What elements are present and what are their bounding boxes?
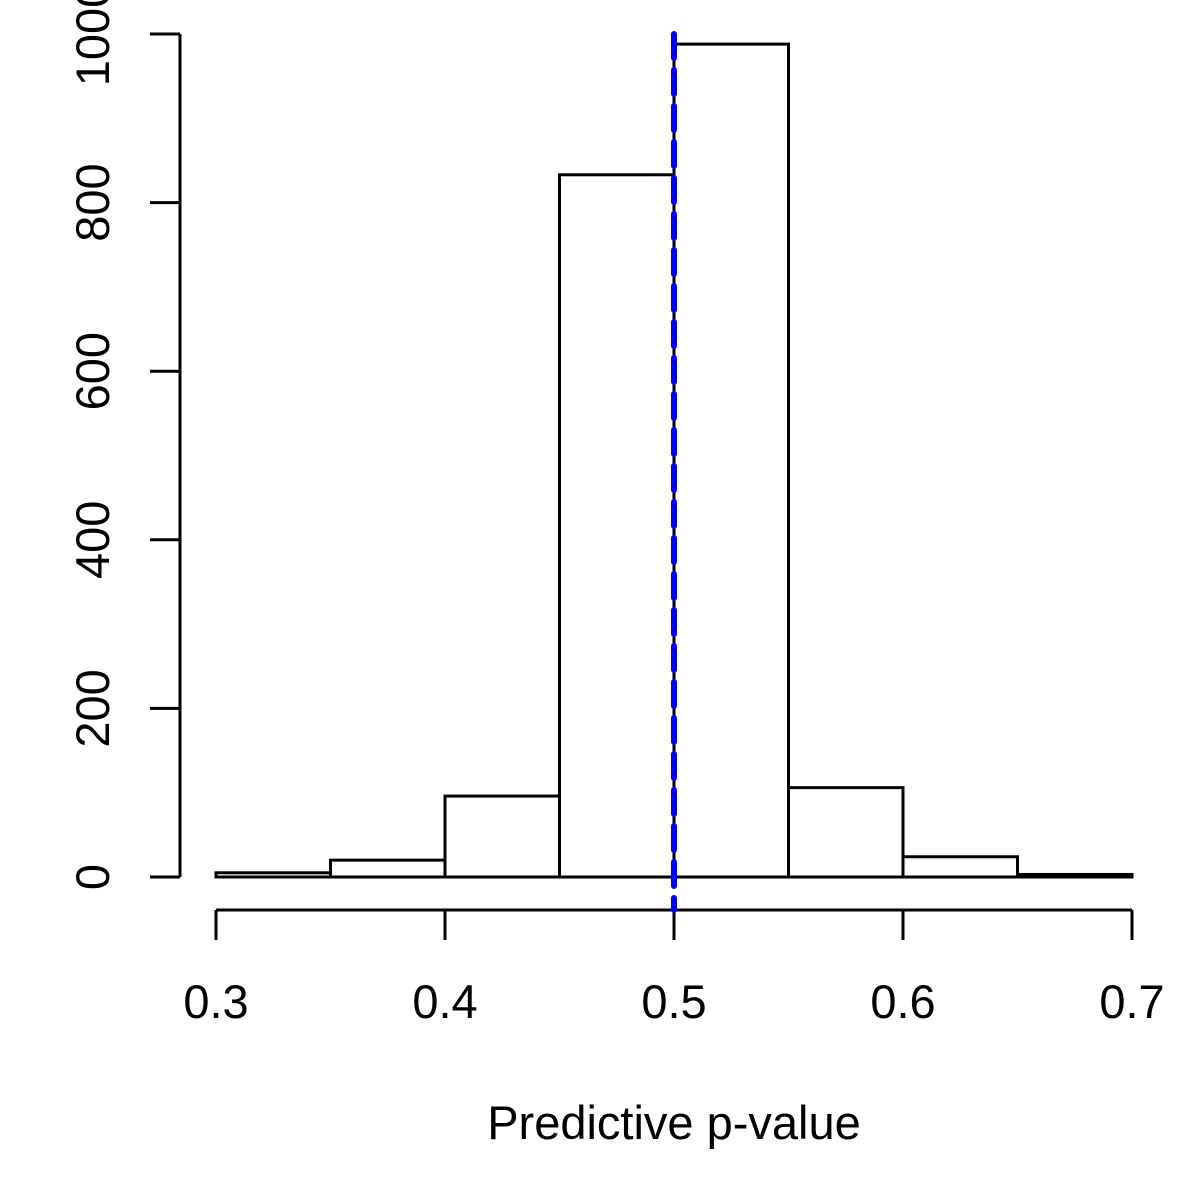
histogram-bar-2 — [443, 794, 561, 879]
x-tick-label-1: 0.4 — [412, 975, 477, 1028]
y-axis: 0 200 400 600 800 1000 — [66, 0, 182, 890]
histogram-bar-3 — [558, 173, 676, 879]
y-tick-label-1: 200 — [66, 669, 119, 747]
histogram-bar-4 — [672, 42, 790, 879]
histogram-bar-1 — [329, 858, 447, 879]
x-axis-title: Predictive p-value — [487, 1096, 861, 1149]
histogram-bar-6 — [901, 855, 1019, 879]
x-tick-label-4: 0.7 — [1099, 975, 1164, 1028]
histogram-bar-7 — [1016, 872, 1134, 879]
y-tick-label-5: 1000 — [66, 0, 119, 86]
y-tick-label-3: 600 — [66, 332, 119, 410]
x-tick-label-2: 0.5 — [641, 975, 706, 1028]
histogram-bar-5 — [787, 786, 905, 879]
histogram-bar-0 — [214, 871, 332, 879]
y-tick-label-4: 800 — [66, 163, 119, 241]
x-tick-label-0: 0.3 — [183, 975, 248, 1028]
x-axis: 0.3 0.4 0.5 0.6 0.7 — [183, 908, 1165, 1028]
y-tick-label-0: 0 — [66, 864, 119, 890]
x-tick-label-3: 0.6 — [870, 975, 935, 1028]
y-tick-label-2: 400 — [66, 501, 119, 579]
